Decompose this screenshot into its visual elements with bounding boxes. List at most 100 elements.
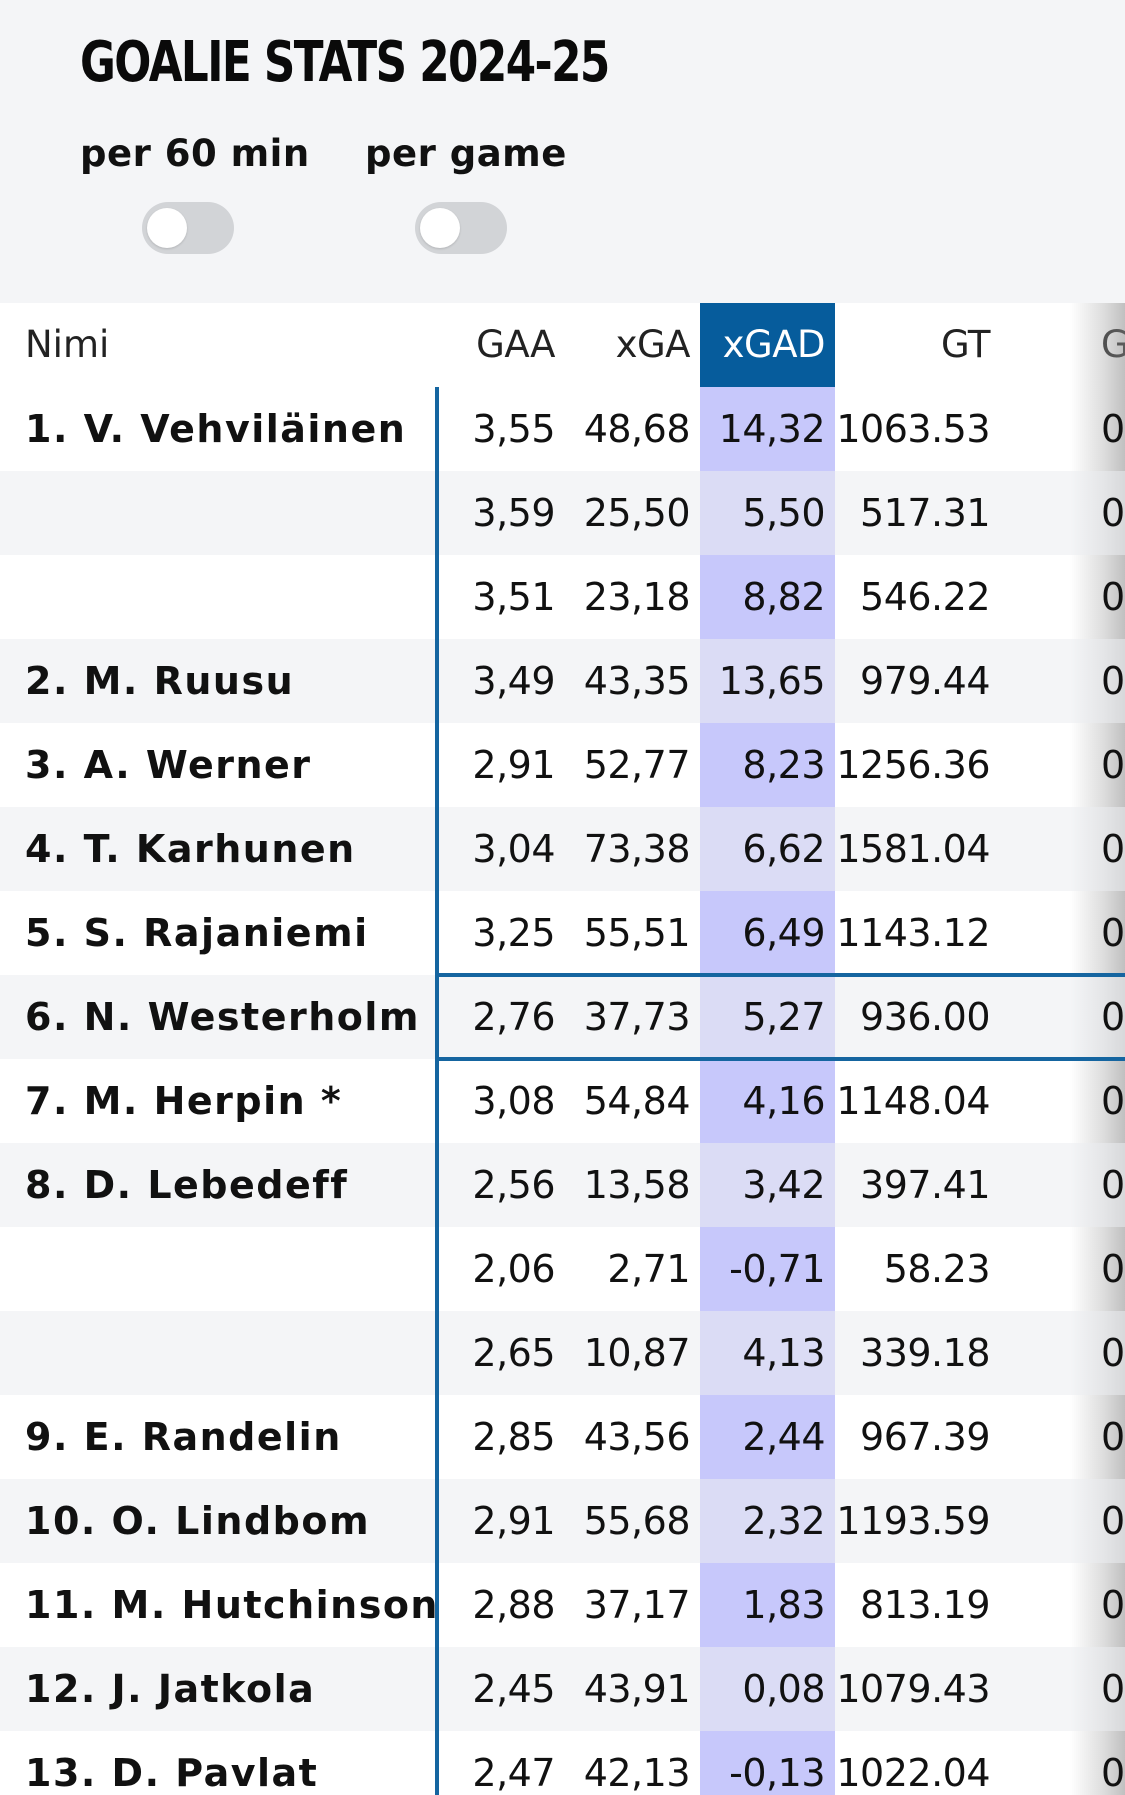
cell-xgad: 4,16 bbox=[742, 1079, 825, 1123]
per-60-min-switch[interactable] bbox=[142, 202, 234, 254]
table-row[interactable]: 13. D. Pavlat 2,47 42,13 -0,13 1022.04 0 bbox=[0, 1731, 1125, 1795]
cell-xgad: -0,71 bbox=[729, 1247, 825, 1291]
table-row[interactable]: 3,51 23,18 8,82 546.22 0 bbox=[0, 555, 1125, 639]
cell-name: 11. M. Hutchinson bbox=[25, 1583, 439, 1627]
table-row[interactable]: 10. O. Lindbom 2,91 55,68 2,32 1193.59 0 bbox=[0, 1479, 1125, 1563]
table-row[interactable]: 7. M. Herpin * 3,08 54,84 4,16 1148.04 0 bbox=[0, 1059, 1125, 1143]
table-row[interactable]: 3. A. Werner 2,91 52,77 8,23 1256.36 0 bbox=[0, 723, 1125, 807]
cell-xgad: 2,44 bbox=[742, 1415, 825, 1459]
table-row[interactable]: 5. S. Rajaniemi 3,25 55,51 6,49 1143.12 0 bbox=[0, 891, 1125, 975]
per-60-min-toggle-group: per 60 min bbox=[80, 132, 310, 254]
cell-gt: 1193.59 bbox=[836, 1499, 990, 1543]
cell-xga: 23,18 bbox=[583, 575, 691, 619]
cell-gt: 979.44 bbox=[860, 659, 990, 703]
page-title: GOALIE STATS 2024-25 bbox=[80, 30, 610, 95]
cell-xgad: 8,23 bbox=[742, 743, 825, 787]
cell-g: 0 bbox=[1101, 743, 1125, 787]
cell-xgad: 3,42 bbox=[742, 1163, 825, 1207]
table-row[interactable]: 11. M. Hutchinson 2,88 37,17 1,83 813.19 0 bbox=[0, 1563, 1125, 1647]
table-row[interactable]: 1. V. Vehviläinen 3,55 48,68 14,32 1063.53 0 bbox=[0, 387, 1125, 471]
cell-xga: 55,51 bbox=[583, 911, 691, 955]
cell-xga: 55,68 bbox=[583, 1499, 691, 1543]
cell-gaa: 3,55 bbox=[472, 407, 555, 451]
cell-gaa: 2,76 bbox=[472, 995, 555, 1039]
cell-xgad: 14,32 bbox=[718, 407, 826, 451]
cell-name: 3. A. Werner bbox=[25, 743, 312, 787]
cell-gt: 1256.36 bbox=[836, 743, 990, 787]
table-row[interactable]: 12. J. Jatkola 2,45 43,91 0,08 1079.43 0 bbox=[0, 1647, 1125, 1731]
cell-xgad: 1,83 bbox=[742, 1583, 825, 1627]
cell-xga: 37,73 bbox=[583, 995, 691, 1039]
cell-name: 4. T. Karhunen bbox=[25, 827, 356, 871]
header-name[interactable]: Nimi bbox=[25, 323, 110, 366]
cell-g: 0 bbox=[1101, 995, 1125, 1039]
cell-name: 8. D. Lebedeff bbox=[25, 1163, 349, 1207]
cell-g: 0 bbox=[1101, 1583, 1125, 1627]
table-row[interactable]: 9. E. Randelin 2,85 43,56 2,44 967.39 0 bbox=[0, 1395, 1125, 1479]
cell-g: 0 bbox=[1101, 1331, 1125, 1375]
table-row[interactable]: 8. D. Lebedeff 2,56 13,58 3,42 397.41 0 bbox=[0, 1143, 1125, 1227]
cell-name: 5. S. Rajaniemi bbox=[25, 911, 369, 955]
name-column-divider bbox=[435, 387, 439, 1795]
cell-name: 7. M. Herpin * bbox=[25, 1079, 343, 1123]
cell-gt: 1022.04 bbox=[836, 1751, 990, 1795]
header-xgad[interactable]: xGAD bbox=[722, 323, 826, 366]
cell-xgad: 4,13 bbox=[742, 1331, 825, 1375]
table-body: 1. V. Vehviläinen 3,55 48,68 14,32 1063.53 0 3… bbox=[0, 303, 1125, 1795]
cell-xga: 43,56 bbox=[583, 1415, 691, 1459]
header-gt[interactable]: GT bbox=[941, 323, 990, 366]
cell-gt: 936.00 bbox=[860, 995, 990, 1039]
cell-g: 0 bbox=[1101, 659, 1125, 703]
cell-gt: 546.22 bbox=[860, 575, 990, 619]
header-gaa[interactable]: GAA bbox=[476, 323, 555, 366]
cell-xga: 43,91 bbox=[583, 1667, 691, 1711]
cell-name: 10. O. Lindbom bbox=[25, 1499, 371, 1543]
cell-g: 0 bbox=[1101, 1079, 1125, 1123]
table-row[interactable]: 2,06 2,71 -0,71 58.23 0 bbox=[0, 1227, 1125, 1311]
cell-g: 0 bbox=[1101, 911, 1125, 955]
cell-gaa: 2,06 bbox=[472, 1247, 555, 1291]
cell-gt: 517.31 bbox=[860, 491, 990, 535]
header-xgad-active-bg bbox=[700, 303, 835, 387]
cell-xga: 48,68 bbox=[583, 407, 691, 451]
cell-gt: 1143.12 bbox=[836, 911, 990, 955]
cell-gt: 1079.43 bbox=[836, 1667, 990, 1711]
cell-xga: 2,71 bbox=[607, 1247, 690, 1291]
table-row[interactable]: 6. N. Westerholm 2,76 37,73 5,27 936.00 0 bbox=[0, 975, 1125, 1059]
table-row[interactable]: 2. M. Ruusu 3,49 43,35 13,65 979.44 0 bbox=[0, 639, 1125, 723]
cell-gaa: 2,56 bbox=[472, 1163, 555, 1207]
per-60-min-label: per 60 min bbox=[80, 132, 310, 175]
cell-xga: 52,77 bbox=[583, 743, 691, 787]
cell-name: 12. J. Jatkola bbox=[25, 1667, 316, 1711]
cell-gaa: 2,85 bbox=[472, 1415, 555, 1459]
table-row[interactable]: 4. T. Karhunen 3,04 73,38 6,62 1581.04 0 bbox=[0, 807, 1125, 891]
playoff-line-separator bbox=[439, 973, 1125, 977]
cell-g: 0 bbox=[1101, 1499, 1125, 1543]
cell-xgad: 8,82 bbox=[742, 575, 825, 619]
cell-gaa: 3,51 bbox=[472, 575, 555, 619]
cell-gt: 967.39 bbox=[860, 1415, 990, 1459]
cell-xga: 37,17 bbox=[583, 1583, 691, 1627]
cell-name: 6. N. Westerholm bbox=[25, 995, 420, 1039]
cell-gaa: 3,59 bbox=[472, 491, 555, 535]
cell-g: 0 bbox=[1101, 1163, 1125, 1207]
per-game-switch[interactable] bbox=[415, 202, 507, 254]
switch-knob bbox=[147, 208, 187, 248]
cell-gt: 1581.04 bbox=[836, 827, 990, 871]
cell-xga: 25,50 bbox=[583, 491, 691, 535]
cell-xga: 10,87 bbox=[583, 1331, 691, 1375]
header-xga[interactable]: xGA bbox=[615, 323, 691, 366]
cell-gaa: 2,91 bbox=[472, 1499, 555, 1543]
per-game-label: per game bbox=[365, 132, 567, 175]
cell-xga: 43,35 bbox=[583, 659, 691, 703]
cell-xgad: 5,50 bbox=[742, 491, 825, 535]
per-game-toggle-group: per game bbox=[365, 132, 567, 254]
cell-gaa: 3,49 bbox=[472, 659, 555, 703]
cell-g: 0 bbox=[1101, 1415, 1125, 1459]
cell-xgad: 2,32 bbox=[742, 1499, 825, 1543]
table-row[interactable]: 2,65 10,87 4,13 339.18 0 bbox=[0, 1311, 1125, 1395]
cell-gt: 1063.53 bbox=[836, 407, 990, 451]
table-row[interactable]: 3,59 25,50 5,50 517.31 0 bbox=[0, 471, 1125, 555]
cell-gaa: 2,47 bbox=[472, 1751, 555, 1795]
